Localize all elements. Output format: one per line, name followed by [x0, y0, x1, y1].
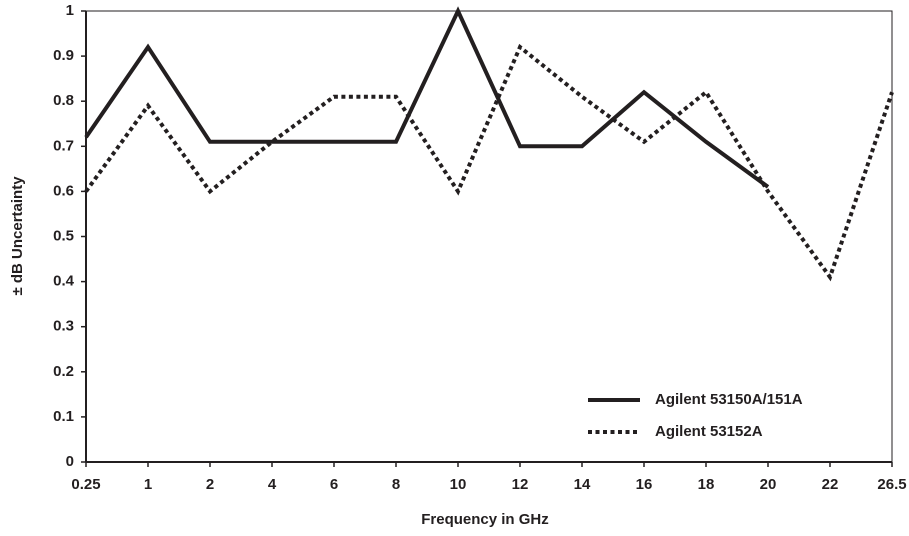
- x-tick-label: 14: [574, 476, 591, 493]
- x-tick-label: 0.25: [71, 476, 100, 493]
- x-tick-label: 10: [450, 476, 467, 493]
- y-tick-label: 0.5: [53, 227, 74, 244]
- y-tick-label: 0.7: [53, 137, 74, 154]
- x-tick-label: 16: [636, 476, 653, 493]
- y-tick-label: 0.4: [53, 273, 75, 290]
- x-tick-label: 18: [698, 476, 715, 493]
- x-tick-label: 20: [760, 476, 777, 493]
- x-tick-label: 2: [206, 476, 214, 493]
- x-tick-label: 26.5: [877, 476, 906, 493]
- y-tick-label: 1: [66, 2, 74, 19]
- y-axis-label: ± dB Uncertainty: [9, 176, 26, 296]
- y-tick-label: 0: [66, 453, 74, 470]
- y-tick-label: 0.3: [53, 318, 74, 335]
- y-tick-label: 0.1: [53, 408, 74, 425]
- y-tick-label: 0.6: [53, 182, 74, 199]
- y-tick-label: 0.8: [53, 92, 74, 109]
- y-tick-label: 0.2: [53, 363, 74, 380]
- x-tick-label: 4: [268, 476, 277, 493]
- x-tick-label: 8: [392, 476, 400, 493]
- series-line: [84, 6, 770, 189]
- x-tick-label: 12: [512, 476, 529, 493]
- y-tick-label: 0.9: [53, 47, 74, 64]
- x-tick-label: 6: [330, 476, 338, 493]
- legend-label: Agilent 53152A: [655, 423, 763, 440]
- x-axis-label: Frequency in GHz: [421, 511, 549, 528]
- legend-label: Agilent 53150A/151A: [655, 391, 803, 408]
- x-tick-label: 1: [144, 476, 152, 493]
- x-tick-label: 22: [822, 476, 839, 493]
